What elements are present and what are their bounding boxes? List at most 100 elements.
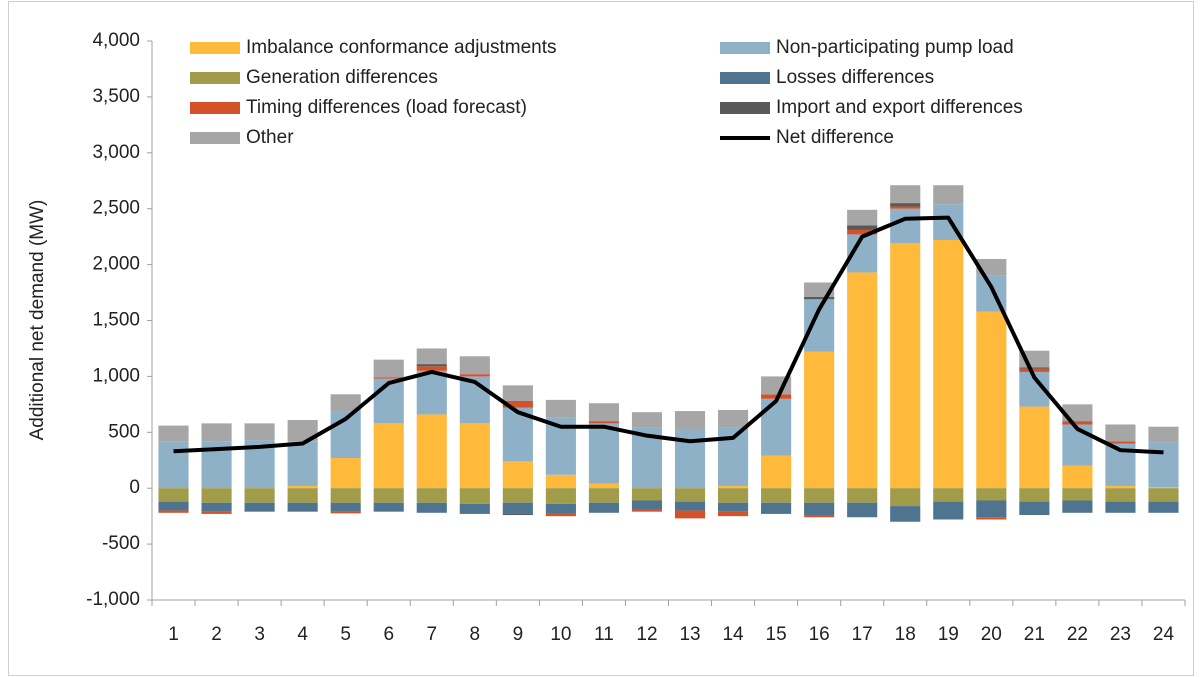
bar-segment	[502, 502, 533, 514]
bar-segment	[717, 485, 749, 489]
x-tick-label: 11	[594, 624, 614, 645]
bar-segment	[890, 488, 921, 507]
bar-segment	[890, 206, 921, 209]
bar-segment	[287, 488, 318, 503]
bar-segment	[847, 502, 878, 518]
bar-segment	[717, 502, 749, 512]
bar-segment	[416, 502, 447, 513]
bar-segment	[287, 502, 318, 512]
bar-segment	[201, 488, 232, 503]
x-tick-label: 2	[211, 624, 222, 645]
bar-segment	[502, 461, 533, 489]
bar-segment	[1148, 442, 1179, 488]
bar-segment	[631, 412, 663, 428]
bar-segment	[588, 423, 620, 484]
bar-segment	[1148, 488, 1179, 502]
bar-segment	[890, 185, 921, 204]
y-tick-label: 4,000	[92, 30, 140, 51]
bar-segment	[674, 488, 706, 502]
legend-label: Import and export differences	[776, 97, 1023, 118]
bar-segment	[330, 394, 361, 412]
x-tick-label: 18	[895, 624, 916, 645]
bar-segment	[502, 488, 533, 503]
bar-segment	[373, 359, 404, 378]
bar-segment	[416, 370, 447, 415]
bar-segment	[761, 488, 792, 503]
bar-segment	[890, 203, 921, 207]
bar-segment	[244, 423, 275, 441]
bar-segment	[1148, 501, 1179, 513]
bar-segment	[1105, 488, 1136, 502]
x-tick-label: 3	[254, 624, 265, 645]
bar-segment	[416, 488, 447, 503]
bar-segment	[287, 485, 318, 489]
bar-segment	[502, 513, 533, 516]
bar-segment	[804, 488, 835, 503]
bar-segment	[373, 502, 404, 512]
bar-segment	[804, 297, 835, 300]
bar-segment	[717, 488, 749, 503]
legend-label: Net difference	[776, 127, 894, 148]
bar-segment	[847, 488, 878, 503]
legend-label: Losses differences	[776, 67, 934, 88]
legend-label: Timing differences (load forecast)	[246, 97, 527, 118]
bar-segment	[373, 423, 404, 489]
bar-segment	[1105, 485, 1136, 489]
bar-segment	[1019, 406, 1050, 489]
bar-segment	[588, 488, 620, 503]
bar-segment	[416, 348, 447, 365]
legend-label: Generation differences	[246, 67, 438, 88]
bar-segment	[158, 441, 189, 489]
bar-segment	[976, 500, 1007, 518]
legend-swatch	[190, 42, 240, 54]
legend-swatch	[720, 102, 770, 114]
legend-label: Non-participating pump load	[776, 37, 1014, 58]
line	[173, 215, 1164, 455]
bar-segment	[330, 458, 361, 489]
bar-segment	[1148, 487, 1179, 489]
x-tick-label: 20	[981, 624, 1002, 645]
bar-segment	[1019, 488, 1050, 502]
bar-segment	[717, 409, 749, 428]
legend-swatch	[190, 102, 240, 114]
bar-segment	[244, 502, 275, 512]
bar-segment	[1062, 488, 1093, 501]
bar-segment	[373, 378, 404, 424]
bar-segment	[933, 185, 964, 205]
bar-segment	[847, 272, 878, 489]
bar-segment	[330, 488, 361, 503]
bar-segment	[158, 488, 189, 502]
x-tick-label: 24	[1153, 624, 1175, 645]
bar-segment	[674, 428, 706, 489]
y-tick-label: -500	[102, 533, 140, 554]
bar-segment	[933, 501, 964, 520]
bar-segment	[976, 488, 1007, 501]
bar-segment	[847, 225, 878, 230]
bar-segment	[761, 455, 792, 489]
bar-segment	[201, 502, 232, 512]
x-tick-label: 17	[852, 624, 873, 645]
bar-segment	[674, 411, 706, 429]
y-axis-label: Additional net demand (MW)	[27, 200, 48, 441]
bar-segment	[674, 510, 706, 519]
x-tick-label: 9	[513, 624, 524, 645]
bar-segment	[631, 500, 663, 510]
bar-segment	[847, 229, 878, 235]
bar-segment	[1148, 426, 1179, 443]
bar-segment	[373, 488, 404, 503]
legend-swatch	[190, 132, 240, 144]
bar-segment	[847, 209, 878, 226]
bar-segment	[459, 423, 490, 489]
legend-label: Other	[246, 127, 294, 148]
bar-segment	[1062, 424, 1093, 466]
bar-segment	[761, 502, 792, 514]
x-tick-label: 10	[550, 624, 571, 645]
x-tick-label: 13	[679, 624, 700, 645]
legend-swatch	[720, 42, 770, 54]
bar-segment	[717, 511, 749, 517]
x-tick-label: 6	[383, 624, 394, 645]
bar-segment	[890, 506, 921, 522]
bar-segment	[545, 474, 576, 489]
bar-segment	[201, 423, 232, 442]
